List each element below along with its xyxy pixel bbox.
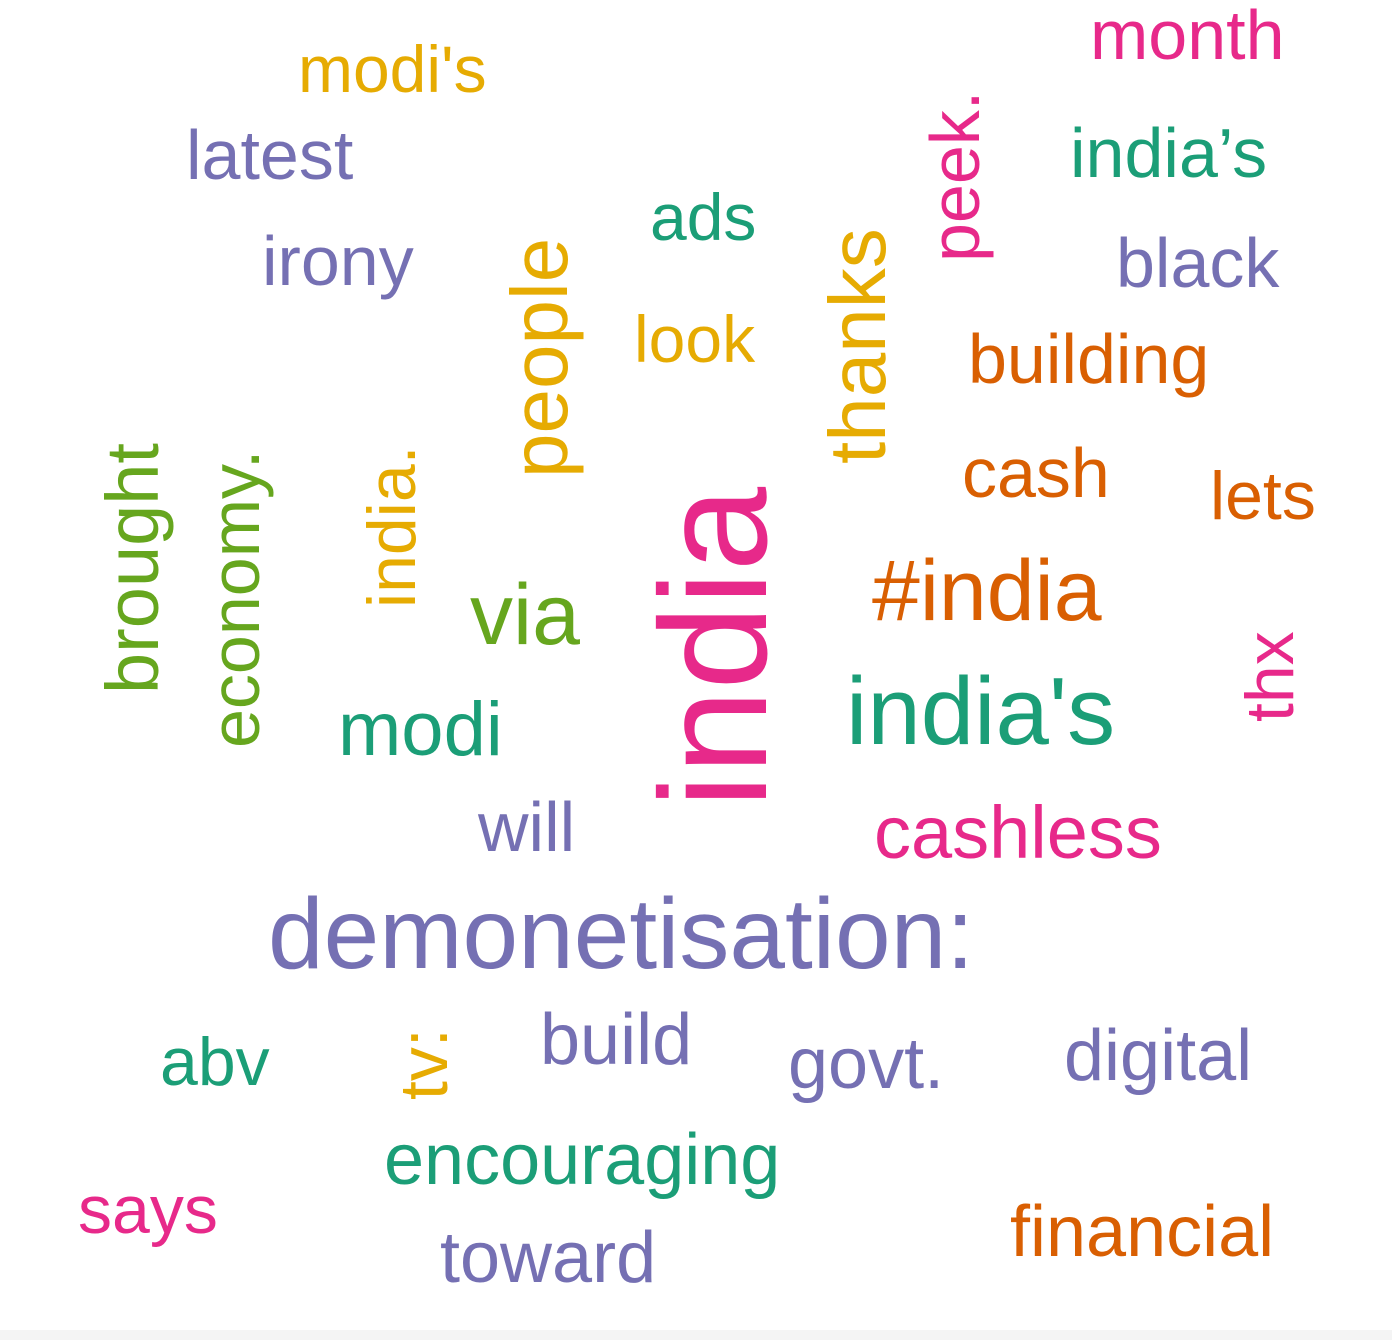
word-tv: tv: bbox=[386, 1028, 462, 1100]
word-indias: india's bbox=[846, 658, 1116, 765]
word-will: will bbox=[478, 788, 576, 866]
word-month: month bbox=[1090, 0, 1285, 74]
word-encouraging: encouraging bbox=[384, 1120, 781, 1200]
word-cashless: cashless bbox=[874, 791, 1162, 874]
word-cash: cash bbox=[962, 434, 1110, 512]
word-modis: modi's bbox=[298, 32, 487, 106]
word-india-dot: india. bbox=[354, 445, 430, 608]
bottom-strip bbox=[0, 1330, 1392, 1340]
word-build: build bbox=[540, 1000, 693, 1080]
word-lets: lets bbox=[1210, 458, 1316, 534]
word-latest: latest bbox=[186, 116, 354, 194]
word-economy: economy. bbox=[196, 449, 274, 748]
word-peek: peek. bbox=[916, 90, 994, 262]
word-people: people bbox=[495, 237, 584, 478]
word-abv: abv bbox=[160, 1024, 270, 1100]
word-india: india bbox=[629, 486, 799, 808]
word-thx: thx bbox=[1232, 631, 1308, 722]
word-digital: digital bbox=[1064, 1016, 1253, 1096]
word-ads: ads bbox=[650, 180, 757, 254]
word-look: look bbox=[634, 302, 756, 376]
word-demonetisation: demonetisation: bbox=[268, 878, 975, 990]
word-building: building bbox=[968, 320, 1210, 398]
word-govt: govt. bbox=[788, 1024, 945, 1104]
word-thanks: thanks bbox=[813, 228, 902, 464]
word-brought: brought bbox=[91, 443, 174, 694]
word-black: black bbox=[1116, 224, 1280, 302]
word-hashindia: #india bbox=[872, 543, 1102, 639]
word-via: via bbox=[470, 567, 580, 663]
word-irony: irony bbox=[262, 222, 414, 300]
word-toward: toward bbox=[440, 1218, 657, 1298]
word-financial: financial bbox=[1010, 1192, 1275, 1272]
word-modi: modi bbox=[338, 687, 503, 772]
word-says: says bbox=[78, 1172, 218, 1248]
word-indias-curly: india’s bbox=[1070, 114, 1268, 192]
